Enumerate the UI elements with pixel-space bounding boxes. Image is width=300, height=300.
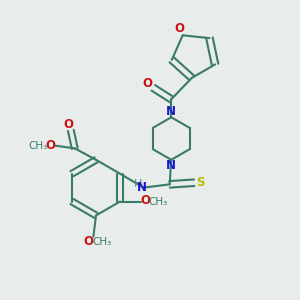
Text: S: S <box>196 176 204 189</box>
Text: O: O <box>84 235 94 248</box>
Text: CH₃: CH₃ <box>149 196 168 206</box>
Text: N: N <box>166 105 176 118</box>
Text: O: O <box>174 22 184 35</box>
Text: H: H <box>134 179 142 189</box>
Text: CH₃: CH₃ <box>28 141 47 151</box>
Text: CH₃: CH₃ <box>92 237 111 247</box>
Text: O: O <box>142 77 152 90</box>
Text: N: N <box>166 159 176 172</box>
Text: O: O <box>63 118 73 131</box>
Text: O: O <box>46 139 56 152</box>
Text: O: O <box>140 194 150 207</box>
Text: N: N <box>137 181 147 194</box>
